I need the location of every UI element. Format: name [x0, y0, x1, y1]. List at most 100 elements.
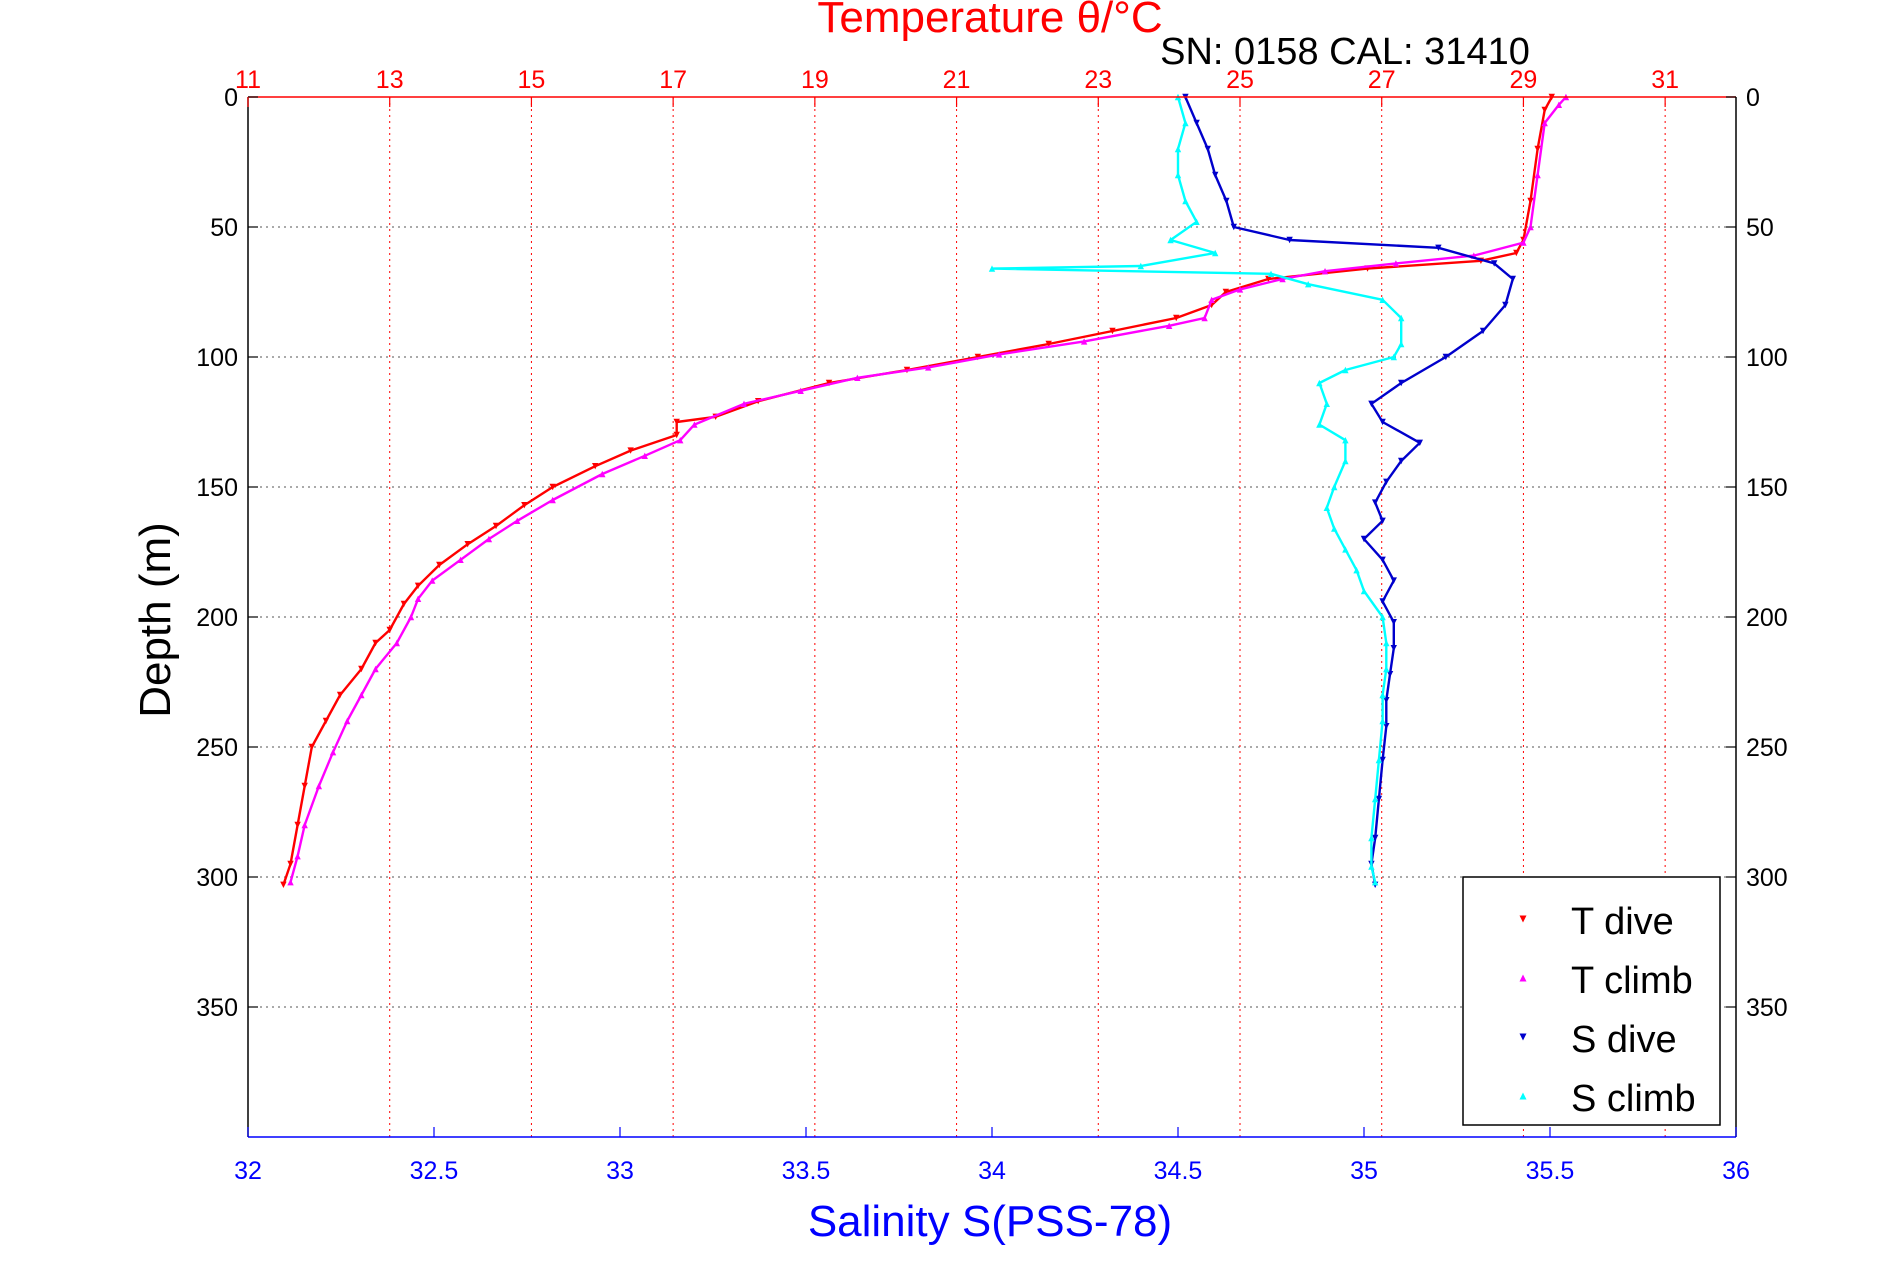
data-point	[925, 364, 932, 371]
data-point	[457, 556, 464, 563]
legend-marker	[1519, 974, 1527, 982]
data-point	[1390, 577, 1397, 584]
data-point	[1230, 223, 1237, 231]
data-point	[1383, 723, 1390, 730]
data-point	[301, 782, 308, 790]
data-point	[1368, 400, 1375, 407]
data-point	[1286, 236, 1293, 244]
depth-tick-label-right: 300	[1746, 864, 1788, 892]
data-point	[1316, 421, 1323, 428]
data-point	[1379, 756, 1386, 764]
data-point	[287, 860, 294, 868]
depth-tick-label-left: 350	[196, 994, 238, 1022]
data-point	[1513, 249, 1520, 257]
data-point	[1390, 645, 1397, 652]
series-line	[282, 96, 1553, 886]
data-point	[372, 639, 379, 647]
data-point	[1527, 197, 1534, 205]
data-point	[1368, 834, 1375, 842]
data-point	[1534, 145, 1541, 153]
data-point	[1375, 756, 1383, 764]
depth-tick-label-right: 200	[1746, 604, 1788, 632]
data-point	[400, 600, 408, 608]
data-point	[1182, 119, 1189, 127]
depth-tick-label-left: 100	[196, 344, 238, 372]
data-point	[1174, 145, 1182, 153]
legend-entry-label: T dive	[1571, 901, 1674, 943]
data-point	[1193, 119, 1200, 127]
data-point	[1279, 275, 1286, 283]
depth-tick-label-right: 350	[1746, 994, 1788, 1022]
salinity-tick-label: 34.5	[1154, 1157, 1203, 1185]
data-point	[854, 374, 861, 381]
data-point	[677, 437, 684, 444]
data-point	[1371, 499, 1379, 506]
data-point	[549, 483, 556, 491]
data-point	[1360, 535, 1368, 543]
data-point	[599, 470, 606, 478]
data-point	[1435, 244, 1442, 251]
depth-tick-label-right: 0	[1746, 84, 1760, 112]
series-line	[289, 96, 1567, 883]
depth-tick-label-left: 50	[210, 214, 238, 242]
data-point	[1305, 281, 1312, 288]
temperature-tick-label: 29	[1510, 66, 1538, 94]
data-point	[1321, 268, 1329, 275]
depth-tick-label-left: 0	[224, 84, 238, 112]
data-point	[673, 431, 680, 439]
data-point	[549, 496, 556, 504]
data-point	[1368, 863, 1375, 870]
data-point	[1223, 197, 1230, 205]
data-point	[1379, 556, 1386, 563]
data-point	[1316, 379, 1323, 387]
temperature-tick-label: 25	[1226, 66, 1254, 94]
data-point	[1534, 171, 1541, 179]
data-point	[1109, 327, 1116, 335]
data-point	[1555, 101, 1563, 108]
x-axis-label: Salinity S(PSS-78)	[808, 1197, 1172, 1246]
legend-marker	[1519, 1033, 1527, 1041]
data-point	[485, 535, 493, 543]
data-point	[740, 400, 748, 407]
data-point	[1379, 418, 1386, 426]
data-point	[1392, 260, 1400, 267]
depth-tick-label-left: 150	[196, 474, 238, 502]
temperature-tick-label: 27	[1368, 66, 1396, 94]
data-point	[1165, 322, 1173, 329]
data-point	[1398, 340, 1405, 348]
data-point	[1045, 340, 1052, 348]
data-point	[1520, 239, 1527, 246]
data-layer	[280, 93, 1570, 888]
series-s-dive	[1182, 93, 1516, 888]
data-point	[1353, 567, 1360, 574]
data-point	[1491, 260, 1498, 267]
data-point	[1222, 288, 1230, 296]
data-point	[358, 665, 365, 673]
data-point	[1212, 249, 1219, 257]
data-point	[1342, 546, 1349, 553]
data-point	[1080, 338, 1088, 345]
data-point	[988, 265, 996, 272]
data-point	[492, 522, 500, 530]
data-point	[372, 665, 379, 673]
data-point	[1173, 314, 1180, 322]
temperature-tick-label: 31	[1651, 66, 1679, 94]
data-point	[1323, 504, 1330, 511]
data-point	[322, 717, 330, 725]
data-point	[280, 881, 287, 888]
data-point	[1379, 517, 1386, 524]
legend-marker	[1519, 1092, 1527, 1100]
series-s-climb	[988, 93, 1405, 886]
data-point	[1323, 400, 1330, 407]
depth-tick-label-left: 200	[196, 604, 238, 632]
data-point	[514, 517, 521, 524]
data-point	[797, 387, 804, 394]
depth-tick-label-right: 50	[1746, 214, 1774, 242]
legend-entry-label: T climb	[1571, 960, 1693, 1002]
data-point	[1398, 379, 1405, 387]
data-point	[1342, 366, 1349, 374]
data-point	[414, 582, 422, 589]
data-point	[1383, 478, 1390, 485]
data-point	[1379, 717, 1386, 725]
